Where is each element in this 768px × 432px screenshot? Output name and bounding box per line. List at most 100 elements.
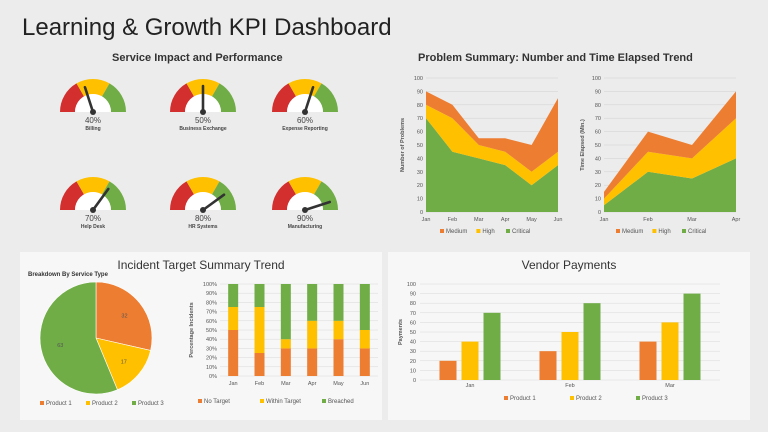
x-tick-label: Jan <box>600 217 609 223</box>
y-tick-label: 100 <box>414 76 423 82</box>
x-tick-label: Apr <box>732 217 741 223</box>
gauge-pivot <box>200 109 206 115</box>
y-tick-label: 20 <box>595 183 601 189</box>
y-tick-label: 90 <box>410 292 416 298</box>
legend-label: Breached <box>328 399 354 405</box>
stacked-bar-segment <box>333 320 344 340</box>
y-tick-label: 0 <box>420 210 423 216</box>
y-tick-label: 40% <box>206 337 217 343</box>
gauge-segment <box>272 83 296 112</box>
area-series-medium <box>604 91 736 199</box>
gauge-label: Business Exchange <box>179 126 227 132</box>
vendor-bar <box>539 351 557 380</box>
x-tick-label: Mar <box>474 217 484 223</box>
legend-swatch <box>506 229 510 233</box>
stacked-bar-segment <box>228 330 239 376</box>
gauge-segment <box>170 181 194 210</box>
area-series-critical <box>604 158 736 212</box>
y-tick-label: 90% <box>206 291 217 297</box>
y-tick-label: 60% <box>206 319 217 325</box>
gauge-segment <box>170 83 194 112</box>
gauge-label: Expense Reporting <box>282 126 328 132</box>
stacked-bar-segment <box>359 330 370 349</box>
legend-swatch <box>40 401 44 405</box>
gauge-segment <box>212 83 236 112</box>
legend-label: Product 1 <box>510 396 536 402</box>
gauge-dial <box>170 79 236 115</box>
pie-slice <box>95 337 151 391</box>
y-tick-label: 30 <box>595 170 601 176</box>
y-tick-label: 100% <box>203 282 217 288</box>
gauge-value: 80% <box>194 214 211 223</box>
gauge-pivot <box>200 207 206 213</box>
area-series-high <box>426 104 558 186</box>
y-tick-label: 30 <box>417 170 423 176</box>
pie-slice <box>39 281 118 395</box>
stacked-bar-segment <box>280 348 291 376</box>
y-axis-label: Percentage Incidents <box>189 302 195 357</box>
gauge-needle <box>303 200 332 212</box>
legend-label: High <box>482 229 494 235</box>
gauge-segment <box>60 181 84 210</box>
legend: Product 1 Product 2 Product 3 <box>504 396 668 402</box>
vendor-bar <box>683 293 701 380</box>
y-tick-label: 60 <box>417 130 423 136</box>
vendor-bar <box>561 332 579 380</box>
y-tick-label: 40 <box>417 156 423 162</box>
x-tick-label: Jun <box>554 217 563 223</box>
vendor-bar <box>483 312 501 380</box>
gauge-dial <box>272 177 338 213</box>
legend-swatch <box>86 401 90 405</box>
legend-label: Product 2 <box>92 401 118 407</box>
legend: Product 1 Product 2 Product 3 <box>40 401 164 407</box>
gauge-value: 90% <box>296 214 313 223</box>
x-tick-label: Mar <box>281 381 291 387</box>
x-tick-label: Feb <box>255 381 264 387</box>
dashboard-title: Learning & Growth KPI Dashboard <box>22 14 392 41</box>
time-elapsed-area-chart: 0 10 20 30 40 50 60 70 80 90 100 Jan Feb Mar Apr Time E… <box>580 76 741 235</box>
legend-swatch <box>476 229 481 233</box>
y-tick-label: 70 <box>417 116 423 122</box>
gauge: 90% Manufacturing <box>270 174 340 234</box>
pie-data-label: 32 <box>121 313 127 319</box>
gauge-segment <box>288 177 322 195</box>
x-tick-label: Apr <box>501 217 510 223</box>
service-type-pie-chart: 32 17 63 Product 1 Product 2 Product 3 <box>39 281 164 407</box>
y-tick-label: 90 <box>417 89 423 95</box>
legend-label: Product 1 <box>46 401 72 407</box>
x-tick-label: Feb <box>643 217 652 223</box>
legend-label: Product 3 <box>138 401 164 407</box>
y-tick-label: 70% <box>206 310 217 316</box>
y-axis-label: Number of Problems <box>400 118 406 172</box>
legend: No Target Within Target Breached <box>198 399 354 405</box>
y-tick-label: 20% <box>206 356 217 362</box>
gauge-label: Billing <box>85 126 101 132</box>
stacked-bar-segment <box>333 339 344 376</box>
y-tick-label: 0 <box>598 210 601 216</box>
y-tick-label: 100 <box>407 282 416 288</box>
y-tick-label: 20 <box>417 183 423 189</box>
x-tick-label: Mar <box>687 217 697 223</box>
vendor-bar <box>639 341 657 380</box>
gauge: 50% Business Exchange <box>168 76 238 136</box>
y-tick-label: 10 <box>410 368 416 374</box>
gauge: 80% HR Systems <box>168 174 238 234</box>
gauge-segment <box>272 181 296 210</box>
y-tick-label: 70 <box>595 116 601 122</box>
y-tick-label: 50 <box>410 330 416 336</box>
gauge-needle <box>303 85 315 114</box>
legend-label: Product 3 <box>642 396 668 402</box>
gauge-segment <box>102 83 126 112</box>
stacked-bar-segment <box>228 307 239 330</box>
gauge-segment <box>76 177 110 195</box>
y-tick-label: 80% <box>206 300 217 306</box>
stacked-bar-segment <box>280 284 291 340</box>
vendor-payments-bar-chart: 0 10 20 30 40 50 60 70 80 90 100 Jan Feb Mar Payments P… <box>398 282 720 402</box>
y-tick-label: 80 <box>417 103 423 109</box>
gauge-center <box>287 94 323 112</box>
gauge-pivot <box>302 109 308 115</box>
y-tick-label: 50% <box>206 328 217 334</box>
gauge-label: Help Desk <box>80 224 106 230</box>
x-tick-label: Jun <box>360 381 369 387</box>
pie-title: Breakdown By Service Type <box>28 272 108 278</box>
